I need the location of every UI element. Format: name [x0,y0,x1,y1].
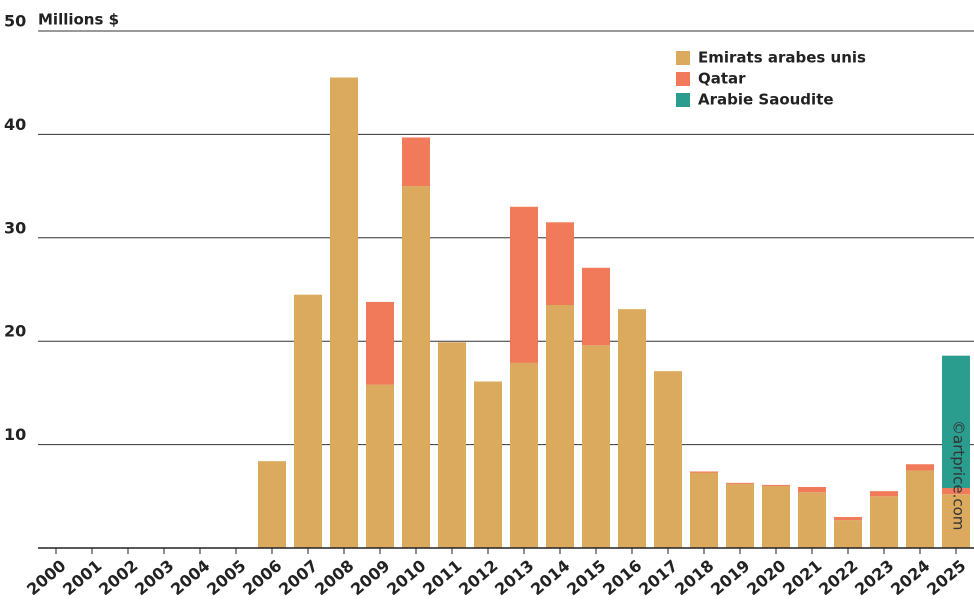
x-tick-label: 2012 [455,556,501,599]
bar-segment [294,294,322,548]
bar-segment [690,471,718,473]
x-tick-label: 2018 [671,556,717,599]
x-tick-label: 2011 [419,556,465,599]
bar-segment [438,342,466,548]
bar-segment [402,137,430,187]
x-tick-label: 2005 [203,556,249,599]
y-tick-label: 20 [4,322,26,341]
x-tick-label: 2006 [239,556,285,599]
x-tick-label: 2023 [851,556,897,599]
watermark: ©artprice.com [950,420,968,530]
x-tick-label: 2017 [635,556,681,599]
bar-segment [762,484,790,486]
y-tick-label: 10 [4,425,26,444]
x-tick-label: 2001 [59,556,105,599]
x-tick-label: 2016 [599,556,645,599]
x-tick-label: 2003 [131,556,177,599]
bar-segment [942,355,970,489]
bar-segment [942,488,970,495]
bar-segment [402,186,430,548]
bar-segment [510,362,538,548]
legend-label: Qatar [698,70,746,88]
x-tick-label: 2022 [815,556,861,599]
bar-segment [942,494,970,548]
bar-segment [726,482,754,484]
x-tick-label: 2002 [95,556,141,599]
x-tick-label: 2014 [527,556,573,599]
bar-segment [546,222,574,306]
y-tick-label: 40 [4,115,26,134]
x-tick-label: 2024 [887,556,933,599]
x-tick-label: 2000 [23,556,69,599]
x-tick-label: 2010 [383,556,429,599]
bar-segment [726,483,754,548]
bar-segment [870,496,898,548]
bar-segment [798,492,826,548]
bar-segment [546,305,574,548]
x-tick-label: 2025 [923,556,969,599]
x-tick-label: 2004 [167,556,213,599]
x-tick-label: 2009 [347,556,393,599]
bar-segment [582,345,610,548]
bar-segment [330,77,358,548]
bar-segment [690,472,718,548]
x-tick-label: 2013 [491,556,537,599]
bar-segment [906,464,934,471]
y-axis-label: Millions $ [38,11,119,29]
bar-segment [762,485,790,548]
bar-segment [258,461,286,548]
legend-swatch [676,93,690,107]
bar-segment [834,520,862,548]
x-tick-label: 2007 [275,556,321,599]
bar-segment [834,516,862,521]
bar-segment [906,470,934,548]
bar-segment [474,381,502,548]
bar-segment [618,309,646,548]
legend-label: Emirats arabes unis [698,49,866,67]
legend-swatch [676,51,690,65]
bar-segment [654,371,682,548]
x-tick-label: 2008 [311,556,357,599]
bar-segment [582,267,610,346]
bar-segment [870,491,898,497]
y-tick-label: 30 [4,218,26,237]
x-tick-label: 2015 [563,556,609,599]
legend-label: Arabie Saoudite [698,91,834,109]
bar-segment [366,384,394,548]
x-tick-label: 2020 [743,556,789,599]
y-tick-label: 50 [4,12,26,31]
bar-segment [510,206,538,363]
bar-segment [366,301,394,385]
x-tick-label: 2019 [707,556,753,599]
legend-swatch [676,72,690,86]
x-tick-label: 2021 [779,556,825,599]
bar-segment [798,486,826,493]
